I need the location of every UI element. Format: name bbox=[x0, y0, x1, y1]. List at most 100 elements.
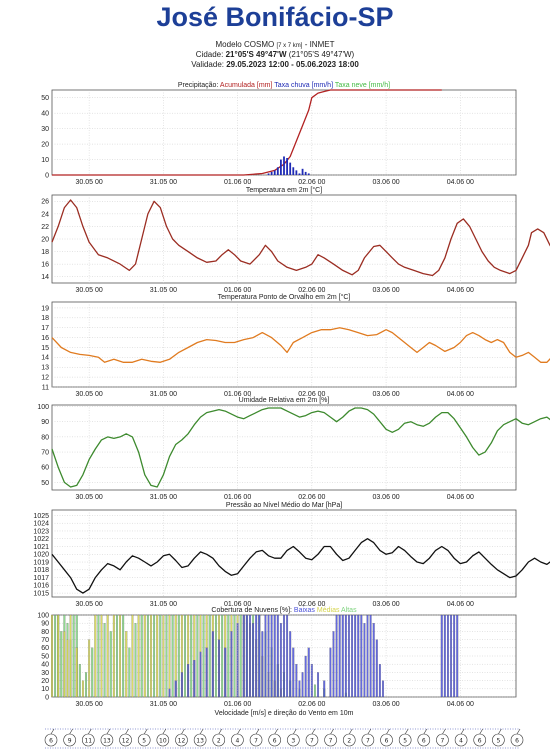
page-title: José Bonifácio-SP bbox=[156, 2, 394, 32]
wind-speed-4: 12 bbox=[122, 738, 130, 745]
cloud-bar-baixas-53 bbox=[378, 664, 381, 698]
rate-bar-5 bbox=[283, 156, 285, 175]
x-tick-2-2: 01.06 00 bbox=[224, 391, 251, 398]
wind-arrow-14 bbox=[311, 728, 316, 735]
x-tick-0-3: 02.06 00 bbox=[298, 179, 325, 186]
cloud-bar-altas-29 bbox=[208, 614, 211, 698]
wind-arrow-8 bbox=[199, 728, 204, 735]
cloud-bar-baixas-52 bbox=[375, 639, 378, 698]
cloud-bar-baixas-20 bbox=[267, 614, 270, 698]
x-tick-2-3: 02.06 00 bbox=[298, 391, 325, 398]
wind-speed-6: 10 bbox=[159, 738, 167, 745]
cloud-bar-médias-5 bbox=[75, 647, 78, 698]
cloud-bar-baixas-43 bbox=[348, 614, 350, 698]
cloud-bar-baixas-42 bbox=[344, 614, 347, 698]
cloud-bar-médias-2 bbox=[63, 631, 66, 698]
wind-speed-0: 6 bbox=[49, 738, 53, 745]
rate-bar-10 bbox=[298, 173, 301, 175]
x-tick-4-3: 02.06 00 bbox=[298, 601, 325, 608]
series-line-4-0 bbox=[51, 538, 550, 594]
series-line-1-0 bbox=[51, 199, 550, 277]
wind-speed-7: 12 bbox=[178, 738, 186, 745]
cloud-bar-baixas-22 bbox=[273, 614, 276, 698]
wind-speed-13: 3 bbox=[291, 738, 295, 745]
wind-arrow-17 bbox=[367, 728, 372, 735]
y-tick-1-3: 20 bbox=[41, 236, 49, 243]
x-tick-5-1: 31.05 00 bbox=[150, 701, 177, 708]
y-tick-4-1: 1016 bbox=[33, 583, 49, 590]
y-tick-4-9: 1024 bbox=[33, 521, 49, 528]
cloud-bar-altas-31 bbox=[221, 614, 224, 698]
panel-title-4: Pressão ao Nível Médio do Mar [hPa] bbox=[226, 502, 342, 509]
x-tick-2-5: 04.06 00 bbox=[447, 391, 474, 398]
wind-arrow-25 bbox=[516, 728, 521, 735]
x-tick-5-0: 30.05 00 bbox=[75, 701, 102, 708]
x-tick-4-5: 04.06 00 bbox=[447, 601, 474, 608]
x-tick-3-4: 03.06 00 bbox=[372, 494, 399, 501]
cloud-bar-baixas-26 bbox=[286, 614, 289, 698]
model-suffix: - INMET bbox=[304, 40, 335, 49]
y-tick-2-5: 16 bbox=[41, 335, 49, 342]
cloud-bar-baixas-48 bbox=[363, 623, 366, 698]
legend-entry-5-1: Médias bbox=[317, 607, 341, 614]
wind-speed-19: 5 bbox=[403, 738, 407, 745]
wind-speed-15: 7 bbox=[329, 738, 333, 745]
y-tick-5-5: 50 bbox=[41, 653, 49, 660]
validity-value: 29.05.2023 12:00 - 05.06.2023 18:00 bbox=[226, 60, 359, 69]
cloud-bar-altas-30 bbox=[214, 614, 217, 698]
wind-speed-21: 7 bbox=[441, 738, 445, 745]
cloud-bar-médias-15 bbox=[137, 614, 140, 698]
x-tick-5-4: 03.06 00 bbox=[372, 701, 399, 708]
cloud-bar-baixas-25 bbox=[283, 614, 285, 698]
cloud-bar-baixas-23 bbox=[276, 614, 279, 698]
x-tick-3-0: 30.05 00 bbox=[75, 494, 102, 501]
cloud-bar-altas-24 bbox=[177, 614, 180, 698]
cloud-bar-altas-8 bbox=[78, 664, 81, 698]
wind-speed-14: 7 bbox=[310, 738, 314, 745]
series-line-3-0 bbox=[51, 407, 550, 488]
cloud-bar-altas-17 bbox=[134, 623, 137, 698]
cloud-bar-médias-11 bbox=[112, 614, 115, 698]
wind-arrow-0 bbox=[50, 728, 55, 735]
y-tick-0-3: 30 bbox=[41, 126, 49, 133]
cloud-bar-altas-32 bbox=[227, 614, 230, 698]
y-tick-5-0: 0 bbox=[45, 694, 49, 701]
y-tick-3-5: 100 bbox=[37, 404, 49, 411]
cloud-bar-altas-23 bbox=[171, 614, 174, 698]
wind-arrow-12 bbox=[274, 728, 278, 735]
wind-arrow-13 bbox=[293, 728, 297, 735]
cloud-bar-baixas-39 bbox=[335, 614, 338, 698]
y-tick-5-3: 30 bbox=[41, 670, 49, 677]
cloud-bar-altas-22 bbox=[165, 614, 168, 698]
cloud-bar-altas-27 bbox=[196, 614, 199, 698]
series-line-0-0 bbox=[52, 89, 442, 176]
wind-title: Velocidade [m/s] e direção do Vento em 1… bbox=[215, 710, 354, 717]
wind-speed-8: 13 bbox=[196, 738, 204, 745]
wind-speed-16: 2 bbox=[347, 738, 351, 745]
cloud-bar-baixas-45 bbox=[354, 614, 357, 698]
rate-bar-13 bbox=[307, 173, 310, 175]
wind-speed-9: 2 bbox=[217, 738, 221, 745]
x-tick-3-1: 31.05 00 bbox=[150, 494, 177, 501]
wind-arrow-11 bbox=[255, 728, 260, 735]
y-tick-4-10: 1025 bbox=[33, 513, 49, 520]
panel-title-prefix-0: Precipitação: bbox=[178, 82, 220, 89]
panel-title-prefix-5: Cobertura de Nuvens [%]: bbox=[211, 607, 294, 614]
y-tick-5-4: 40 bbox=[41, 662, 49, 669]
x-tick-1-2: 01.06 00 bbox=[224, 287, 251, 294]
cloud-bar-altas-28 bbox=[202, 614, 205, 698]
cloud-bar-altas-15 bbox=[122, 614, 125, 698]
cloud-bar-altas-13 bbox=[109, 631, 112, 698]
cloud-bar-altas-44 bbox=[313, 684, 316, 698]
cloud-bar-baixas-5 bbox=[199, 651, 202, 698]
y-tick-0-5: 50 bbox=[41, 95, 49, 102]
x-tick-4-0: 30.05 00 bbox=[75, 601, 102, 608]
wind-speed-2: 11 bbox=[84, 738, 92, 745]
cloud-bar-baixas-29 bbox=[295, 664, 298, 698]
cloud-bar-baixas-4 bbox=[193, 659, 196, 698]
cloud-bar-baixas-40 bbox=[338, 614, 341, 698]
cloud-bar-baixas-37 bbox=[329, 647, 332, 698]
x-tick-0-5: 04.06 00 bbox=[447, 179, 474, 186]
panel-title-2: Temperatura Ponto de Orvalho em 2m [°C] bbox=[218, 293, 351, 301]
